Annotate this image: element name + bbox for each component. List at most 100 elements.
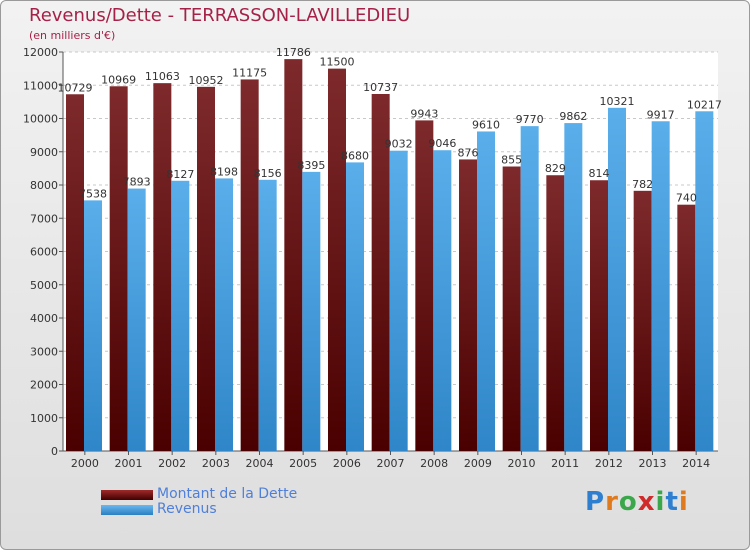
bar-debt [415,120,434,451]
data-label-revenue: 9862 [559,110,587,123]
x-tick-label: 2014 [682,457,710,470]
data-label-debt: 814 [589,167,610,180]
x-tick-label: 2009 [464,457,492,470]
data-label-revenue: 9610 [472,118,500,131]
bar-revenue [564,123,583,451]
logo-letter: i [655,487,666,517]
logo-letter: o [618,487,638,517]
data-label-revenue: 10217 [687,98,722,111]
data-label-debt: 11786 [276,46,311,59]
bar-debt [284,59,303,451]
bar-revenue [695,111,714,451]
bar-debt [546,175,565,452]
data-label-debt: 10969 [101,73,136,86]
data-label-revenue: 9917 [647,108,675,121]
x-tick-label: 2005 [289,457,317,470]
data-label-debt: 10952 [189,74,224,87]
logo-letter: P [585,487,606,517]
x-tick-label: 2008 [420,457,448,470]
y-tick-label: 1000 [30,412,58,425]
data-label-debt: 11175 [232,66,267,79]
logo-letter: i [678,487,689,517]
logo-letter: t [665,487,679,517]
bar-debt [371,93,390,451]
data-label-revenue: 8198 [210,165,238,178]
y-tick-label: 10000 [23,113,58,126]
bar-revenue [389,150,408,451]
x-tick-label: 2012 [595,457,623,470]
data-label-revenue: 9770 [516,113,544,126]
bar-debt [109,86,128,451]
x-tick-label: 2010 [508,457,536,470]
data-label-revenue: 7893 [123,176,151,189]
x-tick-label: 2000 [71,457,99,470]
chart-title: Revenus/Dette - TERRASSON-LAVILLEDIEU [29,5,411,26]
bar-debt [502,166,521,451]
x-tick-label: 2007 [377,457,405,470]
logo-letter: x [637,487,656,517]
x-tick-label: 2011 [551,457,579,470]
y-tick-label: 3000 [30,345,58,358]
bar-revenue [433,150,452,451]
legend-label-debt: Montant de la Dette [157,486,298,502]
bar-revenue [477,131,495,451]
data-label-debt: 782 [632,178,653,191]
bar-revenue [608,107,626,451]
data-label-revenue: 10321 [600,95,635,108]
bar-revenue [84,200,102,451]
data-label-debt: 10729 [58,81,93,94]
x-tick-label: 2004 [246,457,274,470]
bar-revenue [346,162,364,451]
data-label-debt: 876 [458,146,479,159]
y-tick-label: 4000 [30,312,58,325]
y-tick-label: 5000 [30,279,58,292]
bar-debt [590,180,608,452]
bar-revenue [215,178,233,451]
bar-revenue [127,188,146,452]
bar-revenue [302,171,321,451]
bar-debt [633,190,652,451]
y-tick-label: 9000 [30,146,58,159]
bar-revenue [520,126,539,452]
legend-swatch-revenue [101,505,153,515]
x-tick-label: 2003 [202,457,230,470]
bar-debt [66,94,84,452]
data-label-debt: 11500 [320,56,355,69]
x-tick-label: 2013 [639,457,667,470]
x-tick-label: 2001 [115,457,143,470]
y-tick-label: 6000 [30,246,58,259]
bar-revenue [258,179,277,452]
x-tick-label: 2006 [333,457,361,470]
data-label-debt: 9943 [410,107,438,120]
bar-revenue [651,121,670,451]
y-tick-label: 8000 [30,179,58,192]
y-tick-label: 0 [51,445,58,458]
proxiti-logo: Proxiti [585,487,689,517]
y-tick-label: 7000 [30,212,58,225]
chart-subtitle: (en milliers d'€) [29,29,116,42]
bar-debt [459,159,477,451]
bar-debt [240,79,259,452]
data-label-revenue: 9032 [385,138,413,151]
x-tick-label: 2002 [158,457,186,470]
data-label-debt: 829 [545,162,566,175]
data-label-debt: 740 [676,192,697,205]
bar-debt [197,86,215,451]
data-label-revenue: 8395 [297,159,325,172]
y-tick-label: 11000 [23,79,58,92]
legend-swatch-debt [101,490,153,500]
data-label-debt: 855 [501,154,522,167]
logo-letter: r [605,487,619,517]
bar-revenue [171,180,190,451]
bar-debt [153,83,172,452]
y-tick-label: 2000 [30,379,58,392]
bar-debt [677,204,696,451]
data-label-debt: 10737 [363,81,398,94]
data-label-revenue: 8680 [341,149,369,162]
data-label-revenue: 8156 [254,167,282,180]
data-label-revenue: 7538 [79,187,107,200]
legend-label-revenue: Revenus [157,501,217,517]
y-tick-label: 12000 [23,46,58,59]
